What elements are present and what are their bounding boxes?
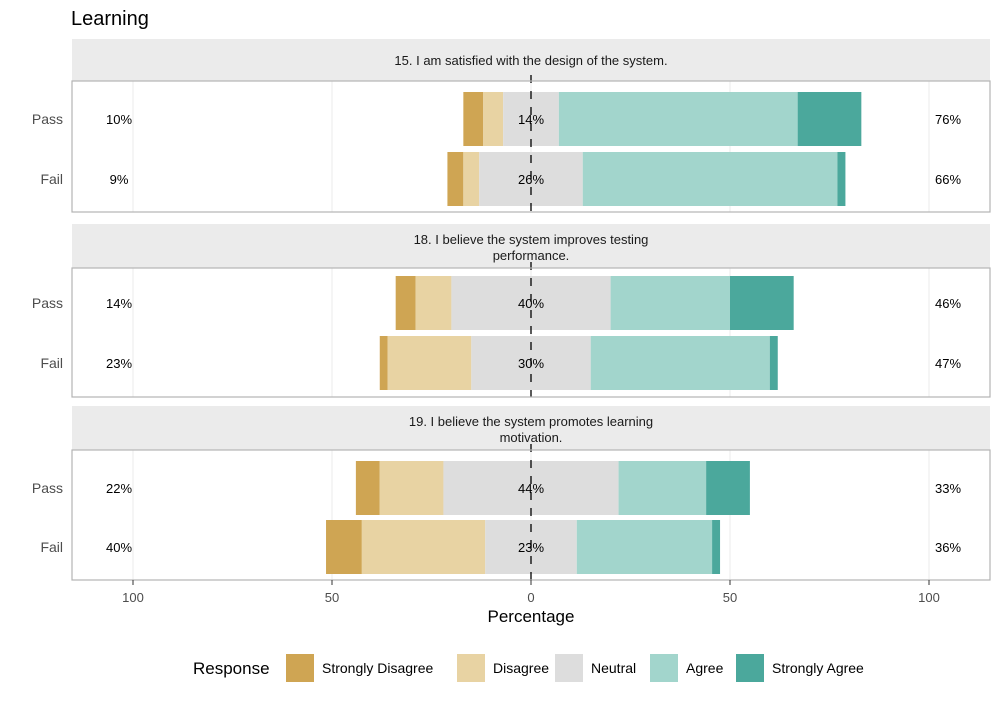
facet-strip	[72, 406, 990, 450]
legend-label-disagree: Disagree	[493, 660, 549, 676]
legend-label-strongly-agree: Strongly Agree	[772, 660, 864, 676]
legend-swatch-strongly-agree	[736, 654, 764, 682]
facet-strip	[72, 39, 990, 81]
bar-segment-strongly-agree	[797, 92, 862, 146]
bar-segment-disagree	[379, 461, 444, 515]
y-tick-label: Pass	[32, 111, 63, 127]
x-tick-label: 50	[325, 590, 339, 605]
bar-segment-agree	[590, 336, 770, 390]
left-percent-label: 40%	[106, 540, 132, 555]
y-tick-label: Fail	[40, 171, 63, 187]
legend-swatch-neutral	[555, 654, 583, 682]
bar-segment-strongly-disagree	[463, 92, 484, 146]
facet-strip	[72, 224, 990, 268]
bar-segment-strongly-agree	[769, 336, 778, 390]
right-percent-label: 46%	[935, 296, 961, 311]
facet-panel-2: 18. I believe the system improves testin…	[32, 224, 991, 398]
neutral-percent-label: 40%	[518, 296, 544, 311]
legend-swatch-disagree	[457, 654, 485, 682]
x-tick-label: 0	[527, 590, 534, 605]
panel-border	[71, 80, 991, 213]
legend-label-agree: Agree	[686, 660, 724, 676]
bar-segment-disagree	[387, 336, 472, 390]
right-percent-label: 76%	[935, 112, 961, 127]
bar-segment-strongly-disagree	[355, 461, 380, 515]
legend-swatch-agree	[650, 654, 678, 682]
bar-segment-disagree	[415, 276, 452, 330]
x-tick-label: 50	[723, 590, 737, 605]
bar-segment-strongly-agree	[837, 152, 846, 206]
panel-border	[71, 267, 991, 398]
facet-panel-3: 19. I believe the system promotes learni…	[32, 406, 991, 581]
bar-segment-neutral	[443, 461, 619, 515]
left-percent-label: 10%	[106, 112, 132, 127]
bar-segment-agree	[558, 92, 798, 146]
facet-title: 19. I believe the system promotes learni…	[409, 414, 653, 445]
bar-segment-strongly-disagree	[379, 336, 388, 390]
bar-segment-agree	[582, 152, 838, 206]
bar-segment-strongly-agree	[706, 461, 750, 515]
bar-segment-agree	[610, 276, 730, 330]
facet-title: 18. I believe the system improves testin…	[414, 232, 649, 263]
bar-segment-agree	[618, 461, 707, 515]
x-axis-title: Percentage	[488, 607, 575, 626]
y-tick-label: Pass	[32, 295, 63, 311]
left-percent-label: 14%	[106, 296, 132, 311]
legend-title: Response	[193, 659, 270, 678]
neutral-percent-label: 14%	[518, 112, 544, 127]
legend-label-neutral: Neutral	[591, 660, 636, 676]
chart-title: Learning	[71, 8, 149, 30]
left-percent-label: 23%	[106, 356, 132, 371]
x-tick-label: 100	[122, 590, 144, 605]
bar-segment-neutral	[503, 92, 559, 146]
right-percent-label: 66%	[935, 172, 961, 187]
y-tick-label: Fail	[40, 539, 63, 555]
bar-segment-strongly-agree	[730, 276, 794, 330]
neutral-percent-label: 26%	[518, 172, 544, 187]
facet-title: 15. I am satisfied with the design of th…	[394, 53, 667, 68]
bar-segment-strongly-disagree	[326, 520, 362, 574]
right-percent-label: 36%	[935, 540, 961, 555]
left-percent-label: 9%	[110, 172, 129, 187]
facet-panel-1: 15. I am satisfied with the design of th…	[32, 39, 991, 213]
bar-segment-strongly-disagree	[395, 276, 416, 330]
x-tick-label: 100	[918, 590, 940, 605]
bar-segment-disagree	[361, 520, 486, 574]
left-percent-label: 22%	[106, 481, 132, 496]
right-percent-label: 47%	[935, 356, 961, 371]
y-tick-label: Pass	[32, 480, 63, 496]
y-tick-label: Fail	[40, 355, 63, 371]
bar-segment-disagree	[483, 92, 504, 146]
bar-segment-disagree	[463, 152, 480, 206]
neutral-percent-label: 44%	[518, 481, 544, 496]
bar-segment-strongly-agree	[712, 520, 721, 574]
bar-segment-agree	[576, 520, 713, 574]
right-percent-label: 33%	[935, 481, 961, 496]
legend-label-strongly-disagree: Strongly Disagree	[322, 660, 433, 676]
bar-segment-strongly-disagree	[447, 152, 464, 206]
legend-swatch-strongly-disagree	[286, 654, 314, 682]
